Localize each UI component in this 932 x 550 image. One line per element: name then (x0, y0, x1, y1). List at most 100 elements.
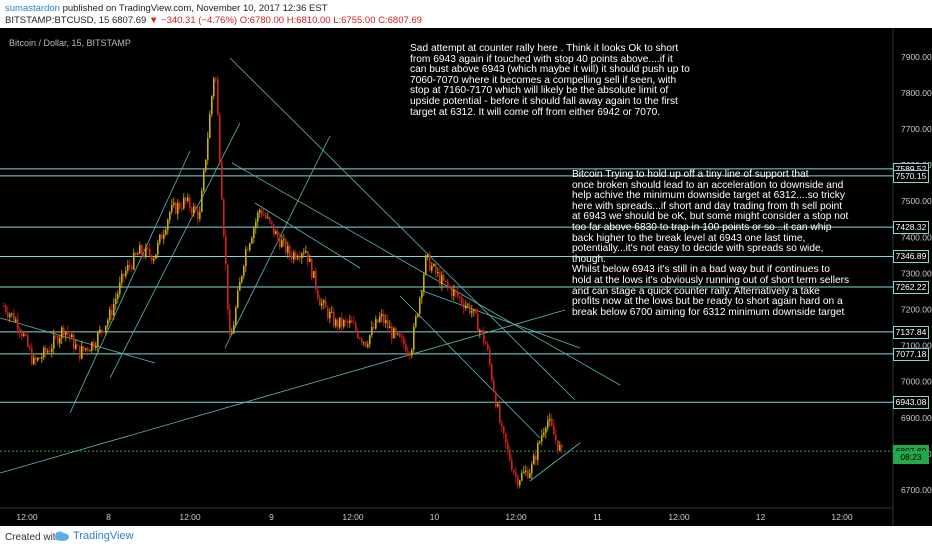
y-tick-label: 6900.00 (901, 413, 932, 423)
candle-body (179, 203, 181, 209)
candle-body (377, 319, 379, 323)
candle-body (191, 208, 193, 214)
author-link[interactable]: sumastardon (5, 3, 60, 14)
candle-body (31, 348, 33, 365)
price-level-label: 7077.18 (893, 347, 929, 361)
candle-body (499, 404, 501, 423)
candle-body (553, 425, 555, 435)
ohlc-high: H:6810.00 (286, 15, 331, 26)
candle-body (63, 327, 65, 336)
x-tick-label: 12:00 (16, 512, 38, 522)
candle-body (343, 320, 345, 327)
tradingview-logo[interactable]: TradingView (54, 530, 134, 542)
y-tick-label: 7000.00 (901, 377, 932, 387)
ohlc-close: C:6807.69 (378, 15, 422, 26)
candle-body (197, 210, 199, 219)
candle-body (347, 320, 349, 324)
candle-body (119, 282, 121, 294)
published-text: published on TradingView.com, November 1… (62, 3, 328, 14)
candle-body (3, 305, 5, 307)
candle-body (81, 346, 83, 359)
candle-body (373, 326, 375, 329)
y-tick-label: 7300.00 (901, 268, 932, 278)
candle-body (311, 258, 313, 279)
price-axis (893, 28, 932, 526)
candle-body (149, 248, 151, 256)
candle-body (383, 313, 385, 324)
candle-body (555, 434, 557, 441)
candle-body (219, 115, 221, 163)
candle-body (249, 243, 251, 250)
candle-body (105, 325, 107, 333)
last-price: 6807.69 (111, 15, 147, 26)
candle-body (225, 235, 227, 265)
candle-body (521, 473, 523, 481)
candle-body (97, 332, 99, 347)
candle-body (177, 203, 179, 214)
candle-body (107, 320, 109, 326)
candle-body (319, 298, 321, 306)
candle-body (547, 420, 549, 428)
candle-body (267, 217, 269, 219)
candle-body (529, 473, 531, 478)
candle-body (5, 306, 7, 312)
candle-body (401, 336, 403, 338)
candle-body (515, 472, 517, 477)
candle-body (51, 348, 53, 352)
candle-body (199, 211, 201, 219)
candle-body (37, 357, 39, 361)
candle-body (403, 337, 405, 345)
candle-body (297, 257, 299, 259)
candle-body (281, 240, 283, 248)
candle-body (85, 348, 87, 350)
candle-body (349, 320, 351, 324)
candle-body (13, 313, 15, 322)
candle-body (365, 341, 367, 347)
candle-body (243, 266, 245, 276)
candle-body (57, 335, 59, 344)
y-tick-label: 6700.00 (901, 485, 932, 495)
candle-body (115, 298, 117, 305)
candle-body (291, 255, 293, 260)
candle-body (109, 309, 111, 321)
candle-body (441, 275, 443, 285)
candle-body (389, 326, 391, 329)
candle-body (475, 309, 477, 314)
candle-body (309, 258, 311, 262)
candle-body (289, 245, 291, 256)
trend-line (399, 295, 541, 439)
candle-body (89, 350, 91, 352)
candle-body (545, 427, 547, 433)
candle-body (35, 357, 37, 361)
trend-line (224, 135, 331, 349)
candle-body (317, 289, 319, 299)
candle-body (501, 422, 503, 427)
candle-body (493, 380, 495, 392)
candle-body (415, 316, 417, 327)
candle-body (391, 326, 393, 339)
candle-body (455, 289, 457, 292)
candle-body (481, 330, 483, 332)
y-tick-label: 7100.00 (901, 341, 932, 351)
candle-body (407, 351, 409, 353)
candle-body (221, 162, 223, 200)
candle-body (163, 234, 165, 239)
candle-body (323, 300, 325, 304)
candle-body (421, 291, 423, 298)
candle-body (129, 264, 131, 267)
candle-body (437, 272, 439, 274)
x-tick-label: 12:00 (668, 512, 690, 522)
candle-body (207, 138, 209, 160)
trend-line (229, 57, 576, 401)
candle-body (277, 231, 279, 238)
candle-body (113, 304, 115, 316)
candle-body (145, 247, 147, 257)
candle-body (61, 327, 63, 338)
candle-body (435, 264, 437, 273)
candle-body (43, 347, 45, 358)
candle-body (333, 311, 335, 327)
candle-body (387, 320, 389, 329)
candle-body (53, 335, 55, 349)
y-tick-label: 7400.00 (901, 232, 932, 242)
candle-body (325, 300, 327, 308)
